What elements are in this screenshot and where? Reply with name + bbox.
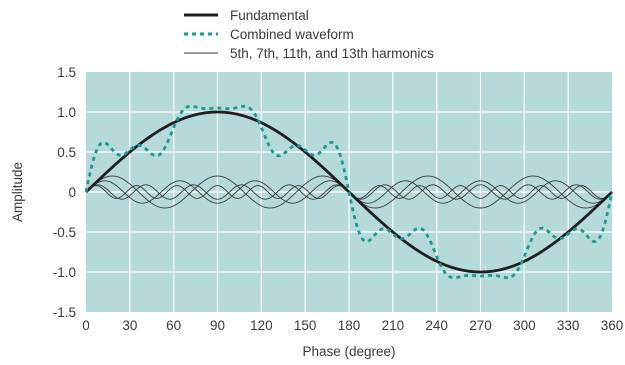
y-tick-label: -1.5 [53, 305, 76, 320]
x-tick-label: 210 [382, 318, 405, 333]
x-tick-label: 90 [210, 318, 225, 333]
legend-item-combined-waveform: Combined waveform [184, 27, 354, 42]
grid [86, 72, 612, 312]
combined-waveform-line [84, 104, 614, 280]
y-tick-label: -1.0 [53, 265, 76, 280]
x-tick-label: 150 [294, 318, 317, 333]
legend-item-harmonics: 5th, 7th, 11th, and 13th harmonics [184, 46, 434, 61]
x-tick-label: 180 [338, 318, 361, 333]
legend: Fundamental Combined waveform 5th, 7th, … [184, 8, 434, 61]
legend-label-fundamental: Fundamental [230, 8, 309, 23]
x-tick-label: 120 [250, 318, 273, 333]
y-tick-label: 0.5 [57, 145, 76, 160]
y-axis-ticks: 1.5 1.0 0.5 0 -0.5 -1.0 -1.5 [53, 65, 76, 320]
legend-label-combined-waveform: Combined waveform [230, 27, 354, 42]
y-tick-label: -0.5 [53, 225, 76, 240]
x-tick-label: 0 [82, 318, 90, 333]
y-axis-label: Amplitude [10, 162, 25, 222]
legend-label-harmonics: 5th, 7th, 11th, and 13th harmonics [230, 46, 434, 61]
y-tick-label: 1.5 [57, 65, 76, 80]
x-tick-label: 300 [513, 318, 536, 333]
x-tick-label: 270 [469, 318, 492, 333]
x-tick-label: 330 [557, 318, 580, 333]
x-tick-label: 360 [601, 318, 624, 333]
y-tick-label: 1.0 [57, 105, 76, 120]
x-tick-label: 240 [425, 318, 448, 333]
series-layer [84, 104, 614, 280]
x-axis-ticks: 0 30 60 90 120 150 180 210 240 270 300 330 360 [82, 318, 623, 333]
y-tick-label: 0 [68, 185, 76, 200]
x-tick-label: 60 [166, 318, 181, 333]
x-axis-label: Phase (degree) [302, 344, 395, 359]
legend-item-fundamental: Fundamental [184, 8, 309, 23]
x-tick-label: 30 [122, 318, 137, 333]
